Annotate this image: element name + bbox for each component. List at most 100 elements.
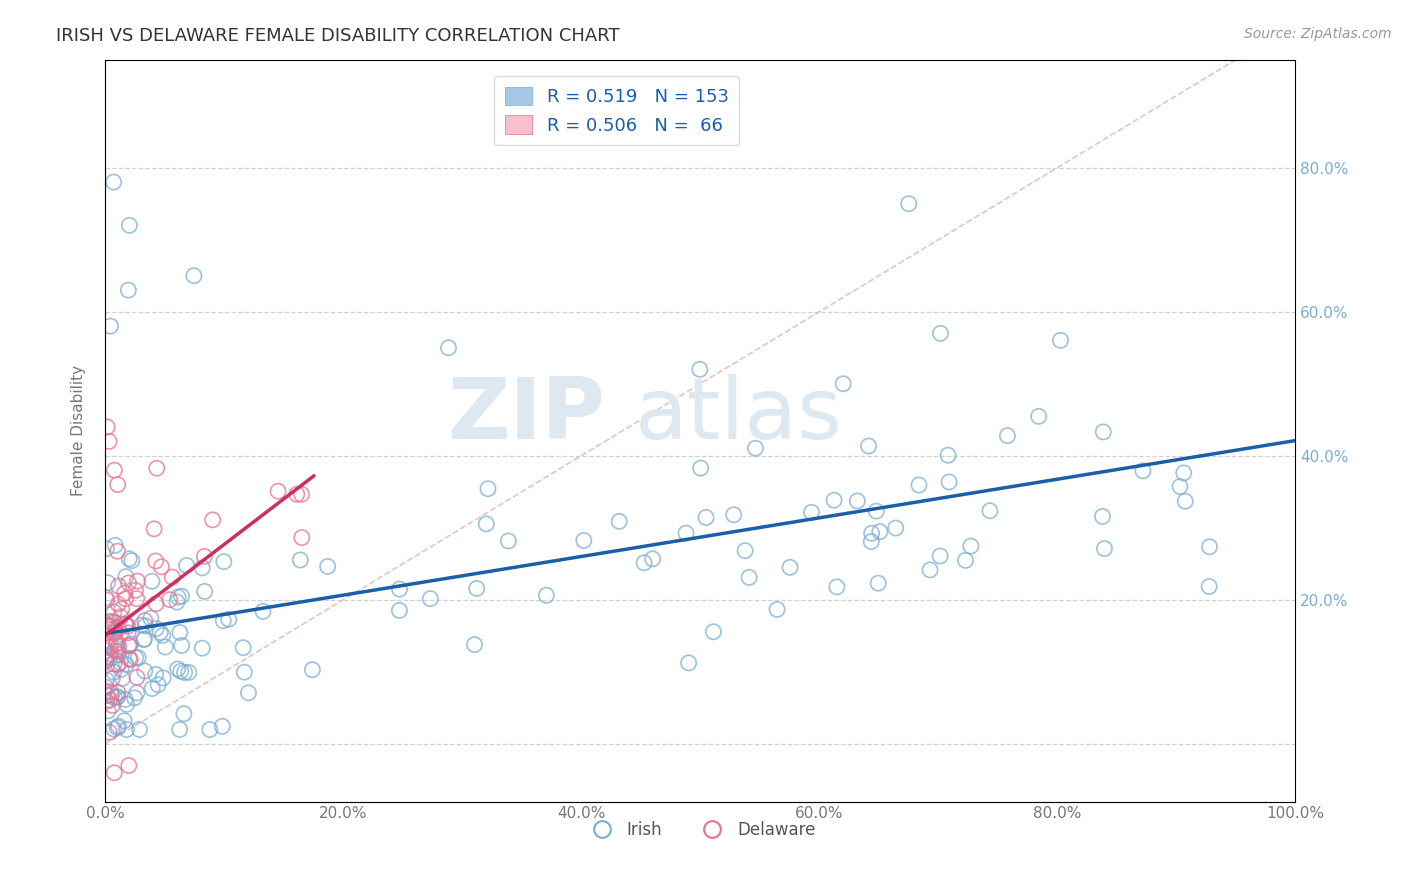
Point (860, 534, 883, 549)
Point (107, 597, 129, 611)
Point (572, 533, 595, 548)
Point (869, 524, 891, 539)
Point (141, 574, 163, 589)
Point (103, 657, 125, 671)
Point (173, 706, 195, 721)
Point (152, 671, 174, 685)
Point (105, 721, 128, 735)
Point (134, 619, 156, 633)
Point (145, 597, 167, 611)
Point (114, 586, 136, 600)
Point (465, 582, 488, 596)
Point (160, 570, 183, 584)
Point (132, 632, 155, 647)
Point (689, 362, 711, 376)
Point (100, 319, 122, 334)
Point (960, 539, 983, 553)
Point (114, 617, 136, 632)
Point (96, 694, 118, 708)
Point (104, 624, 127, 638)
Point (1049, 334, 1071, 348)
Point (96, 654, 118, 668)
Point (96, 593, 118, 607)
Point (100, 640, 122, 654)
Point (100, 684, 122, 698)
Point (114, 591, 136, 606)
Point (166, 662, 188, 676)
Point (98, 618, 121, 632)
Point (105, 638, 128, 652)
Point (475, 516, 498, 531)
Point (316, 559, 339, 574)
Point (908, 478, 931, 492)
Point (388, 603, 411, 617)
Point (110, 627, 132, 641)
Point (131, 618, 153, 632)
Point (167, 590, 190, 604)
Point (121, 553, 143, 567)
Point (114, 617, 136, 632)
Point (884, 521, 907, 535)
Point (832, 376, 855, 391)
Point (929, 326, 952, 341)
Point (98, 650, 121, 665)
Point (96, 618, 118, 632)
Point (766, 602, 789, 616)
Point (103, 665, 125, 680)
Point (689, 461, 711, 475)
Text: Source: ZipAtlas.com: Source: ZipAtlas.com (1244, 27, 1392, 41)
Point (800, 505, 823, 519)
Point (159, 592, 181, 607)
Point (115, 569, 138, 583)
Point (155, 640, 177, 654)
Point (103, 605, 125, 619)
Point (98, 640, 121, 655)
Legend: Irish, Delaware: Irish, Delaware (578, 814, 823, 846)
Point (145, 622, 167, 636)
Y-axis label: Female Disability: Female Disability (72, 365, 86, 496)
Point (107, 579, 129, 593)
Point (107, 685, 129, 699)
Point (134, 614, 156, 628)
Point (107, 648, 129, 662)
Point (127, 574, 149, 588)
Point (110, 662, 132, 676)
Point (96, 651, 118, 665)
Point (107, 640, 129, 654)
Point (695, 510, 717, 524)
Point (860, 526, 883, 541)
Point (173, 665, 195, 680)
Point (419, 591, 441, 606)
Point (118, 758, 141, 772)
Point (117, 625, 139, 640)
Point (169, 625, 191, 640)
Point (110, 610, 132, 624)
Point (170, 664, 193, 678)
Point (152, 628, 174, 642)
Point (120, 637, 142, 651)
Point (107, 477, 129, 491)
Point (112, 714, 135, 728)
Point (177, 665, 200, 680)
Point (607, 515, 630, 529)
Point (170, 639, 193, 653)
Point (1198, 580, 1220, 594)
Point (477, 482, 499, 496)
Point (103, 615, 125, 630)
Point (936, 448, 959, 462)
Point (96, 673, 118, 687)
Point (98, 434, 121, 449)
Point (124, 690, 146, 705)
Point (938, 475, 960, 489)
Point (191, 641, 214, 656)
Point (1174, 494, 1197, 508)
Text: ZIP: ZIP (447, 375, 605, 458)
Point (96, 643, 118, 657)
Point (117, 619, 139, 633)
Point (97, 704, 120, 718)
Text: atlas: atlas (636, 375, 844, 458)
Point (1198, 540, 1220, 554)
Point (846, 494, 869, 508)
Point (738, 570, 761, 584)
Point (633, 556, 655, 570)
